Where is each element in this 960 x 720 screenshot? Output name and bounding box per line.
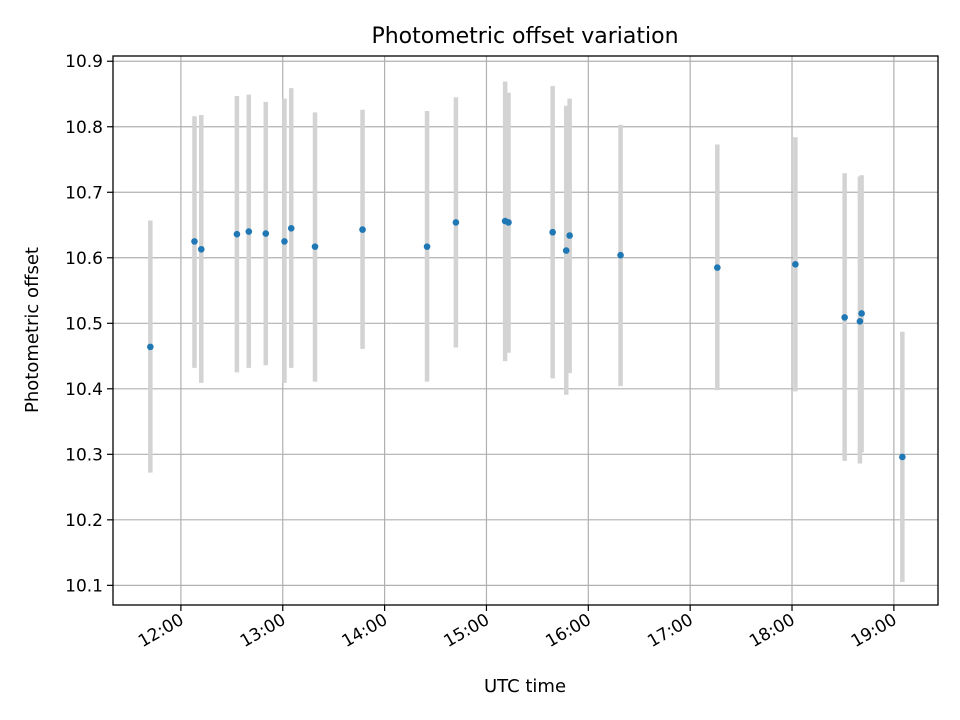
data-point — [245, 228, 253, 235]
data-point — [262, 230, 270, 237]
plot-frame — [112, 55, 939, 606]
y-axis-label: Photometric offset — [22, 247, 43, 413]
data-point — [858, 310, 865, 317]
y-tick-label: 10.8 — [65, 118, 103, 138]
data-point — [856, 318, 864, 325]
data-point — [359, 226, 366, 233]
data-point — [841, 314, 848, 321]
data-point — [311, 243, 319, 250]
data-point — [899, 453, 906, 461]
data-point — [281, 238, 288, 245]
data-point — [505, 219, 512, 226]
y-tick-label: 10.2 — [65, 511, 103, 531]
y-tick-label: 10.6 — [65, 249, 103, 269]
y-tick-label: 10.4 — [65, 380, 103, 400]
y-tick-label: 10.5 — [65, 314, 103, 334]
data-point — [792, 261, 799, 268]
data-point — [452, 219, 460, 226]
data-point — [423, 243, 431, 250]
y-tick-label: 10.9 — [65, 52, 103, 72]
chart-title: Photometric offset variation — [371, 24, 678, 49]
data-point — [549, 228, 556, 236]
data-point — [147, 343, 154, 351]
grid — [113, 56, 938, 605]
data-point — [233, 230, 241, 238]
data-point — [562, 247, 570, 254]
data-point — [191, 238, 198, 245]
data-point — [197, 245, 205, 253]
data-point — [287, 224, 295, 232]
y-tick-label: 10.3 — [65, 445, 103, 465]
data-point — [714, 264, 721, 271]
data-point — [566, 232, 573, 239]
y-tick-label: 10.1 — [65, 576, 103, 596]
data-points — [147, 217, 906, 461]
y-tick-label: 10.7 — [65, 183, 103, 203]
data-point — [617, 251, 624, 259]
x-axis-label: UTC time — [484, 676, 566, 697]
